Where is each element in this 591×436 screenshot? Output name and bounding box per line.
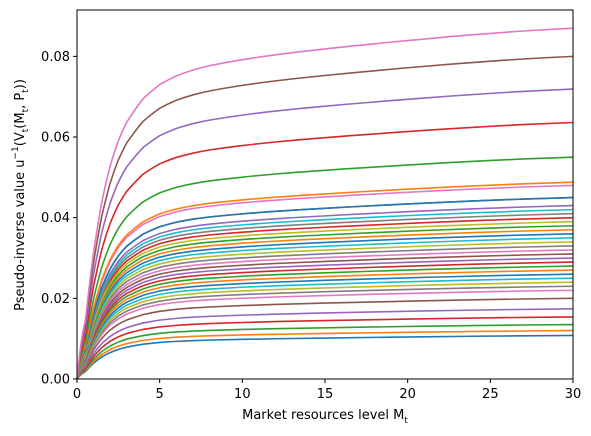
series-line-24 xyxy=(76,216,574,380)
series-line-5 xyxy=(76,308,574,380)
y-tick-label: 0.00 xyxy=(41,373,70,388)
series-line-16 xyxy=(76,253,574,380)
series-line-18 xyxy=(76,245,574,380)
series-line-34 xyxy=(76,121,574,380)
series-line-6 xyxy=(76,297,574,380)
series-line-4 xyxy=(76,316,574,380)
plot-area xyxy=(76,9,574,380)
series-line-13 xyxy=(76,265,574,380)
series-line-14 xyxy=(76,261,574,380)
series-line-25 xyxy=(76,204,574,380)
series-line-37 xyxy=(76,27,574,380)
y-axis-label: Pseudo-inverse value u−1(Vt(Mt, Pt)) xyxy=(11,79,31,311)
x-tick-label: 15 xyxy=(317,387,334,402)
y-tick-label: 0.02 xyxy=(41,292,70,307)
y-axis-ticks: 0.00 0.02 0.04 0.06 0.08 xyxy=(41,50,77,388)
series-line-36 xyxy=(76,55,574,380)
series-line-20 xyxy=(76,237,574,380)
y-tick-label: 0.04 xyxy=(41,211,70,226)
series-line-17 xyxy=(76,249,574,380)
x-tick-label: 5 xyxy=(156,387,164,402)
series-line-35 xyxy=(76,88,574,380)
x-axis-ticks: 0 5 10 15 20 25 30 xyxy=(73,379,581,402)
series-line-9 xyxy=(76,281,574,380)
y-tick-label: 0.06 xyxy=(41,131,70,146)
series-line-15 xyxy=(76,257,574,380)
series-line-19 xyxy=(76,241,574,380)
series-line-7 xyxy=(76,289,574,380)
series-line-11 xyxy=(76,273,574,380)
series-line-29 xyxy=(76,220,574,380)
series-line-8 xyxy=(76,285,574,380)
series-line-33 xyxy=(76,156,574,380)
series-line-21 xyxy=(76,233,574,380)
series-line-10 xyxy=(76,277,574,380)
series-line-31 xyxy=(76,196,574,380)
y-tick-label: 0.08 xyxy=(41,50,70,65)
series-line-2 xyxy=(76,329,574,380)
series-line-23 xyxy=(76,224,574,380)
x-tick-label: 20 xyxy=(399,387,416,402)
x-axis-label: Market resources level Mt xyxy=(242,408,408,426)
series-layer xyxy=(76,27,574,380)
series-line-22 xyxy=(76,228,574,380)
x-tick-label: 0 xyxy=(73,387,81,402)
series-line-12 xyxy=(76,269,574,380)
x-tick-label: 30 xyxy=(565,387,582,402)
x-tick-label: 25 xyxy=(482,387,499,402)
series-line-3 xyxy=(76,323,574,380)
series-line-32 xyxy=(76,181,574,380)
series-line-30 xyxy=(76,212,574,380)
series-line-28 xyxy=(76,208,574,380)
series-line-1 xyxy=(76,334,574,380)
x-tick-label: 10 xyxy=(234,387,251,402)
